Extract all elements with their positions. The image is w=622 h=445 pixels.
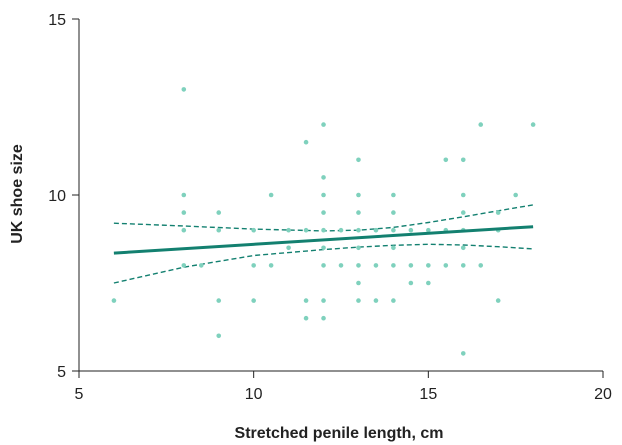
data-point <box>391 245 396 251</box>
data-point <box>373 263 379 268</box>
data-point <box>460 245 466 251</box>
data-point <box>321 192 326 198</box>
data-point <box>286 227 291 233</box>
data-point <box>321 315 326 321</box>
data-point <box>391 263 396 268</box>
data-point <box>303 298 309 303</box>
data-point <box>408 227 414 233</box>
data-point <box>495 210 501 215</box>
data-point <box>443 157 449 163</box>
data-point <box>408 263 414 268</box>
data-point <box>373 298 379 303</box>
data-point <box>321 263 326 268</box>
data-point <box>391 227 396 233</box>
data-point <box>356 298 361 303</box>
data-point <box>251 298 256 303</box>
data-points <box>111 87 536 356</box>
data-point <box>251 227 256 233</box>
data-point <box>303 315 309 321</box>
data-point <box>181 263 187 268</box>
data-point <box>478 122 484 127</box>
data-point <box>338 263 344 268</box>
data-point <box>321 298 326 303</box>
data-point <box>181 210 187 215</box>
data-point <box>460 192 466 198</box>
data-point <box>356 280 361 286</box>
data-point <box>356 263 361 268</box>
data-point <box>356 157 361 163</box>
data-point <box>391 210 396 215</box>
data-point <box>268 192 274 198</box>
y-axis-title: UK shoe size <box>9 144 26 244</box>
data-point <box>181 87 187 92</box>
data-point <box>181 227 187 233</box>
x-axis-title: Stretched penile length, cm <box>235 425 444 442</box>
regression-line-group <box>113 225 534 255</box>
data-point <box>216 333 222 339</box>
data-point <box>216 210 222 215</box>
data-point <box>321 175 326 180</box>
data-point <box>460 263 466 268</box>
data-point <box>460 351 466 356</box>
data-point <box>356 210 361 215</box>
data-point <box>303 227 309 233</box>
x-tick-label: 10 <box>245 386 263 403</box>
ci-lower-line <box>113 243 534 284</box>
data-point <box>321 245 326 251</box>
data-point <box>286 245 291 251</box>
data-point <box>460 157 466 163</box>
data-point <box>443 263 449 268</box>
data-point <box>426 227 431 233</box>
data-point <box>478 263 484 268</box>
data-point <box>198 263 204 268</box>
data-point <box>321 210 326 215</box>
data-point <box>303 139 309 145</box>
regression-line <box>113 225 534 255</box>
data-point <box>408 280 414 286</box>
data-point <box>391 192 396 198</box>
axis-labels: Stretched penile length, cm UK shoe size <box>9 144 443 442</box>
data-point <box>338 227 344 233</box>
data-point <box>321 122 326 127</box>
data-point <box>111 298 117 303</box>
y-tick-label: 10 <box>48 188 66 205</box>
data-point <box>530 122 536 127</box>
data-point <box>251 263 256 268</box>
x-tick-label: 20 <box>594 386 612 403</box>
ci-upper-line <box>113 204 534 232</box>
data-point <box>356 245 361 251</box>
data-point <box>356 227 361 233</box>
x-tick-label: 5 <box>75 386 84 403</box>
data-point <box>513 192 518 198</box>
data-point <box>356 192 361 198</box>
data-point <box>391 298 396 303</box>
data-point <box>216 227 222 233</box>
data-point <box>216 298 222 303</box>
data-point <box>495 298 501 303</box>
data-point <box>373 227 379 233</box>
data-point <box>181 192 187 198</box>
data-point <box>321 227 326 233</box>
data-point <box>268 263 274 268</box>
x-tick-label: 15 <box>419 386 437 403</box>
axes: 5 10 15 20 5 10 15 <box>48 12 612 403</box>
data-point <box>426 280 431 286</box>
data-point <box>426 263 431 268</box>
data-point <box>460 210 466 215</box>
y-tick-label: 5 <box>57 364 66 381</box>
confidence-band <box>113 204 534 284</box>
y-tick-label: 15 <box>48 12 66 29</box>
